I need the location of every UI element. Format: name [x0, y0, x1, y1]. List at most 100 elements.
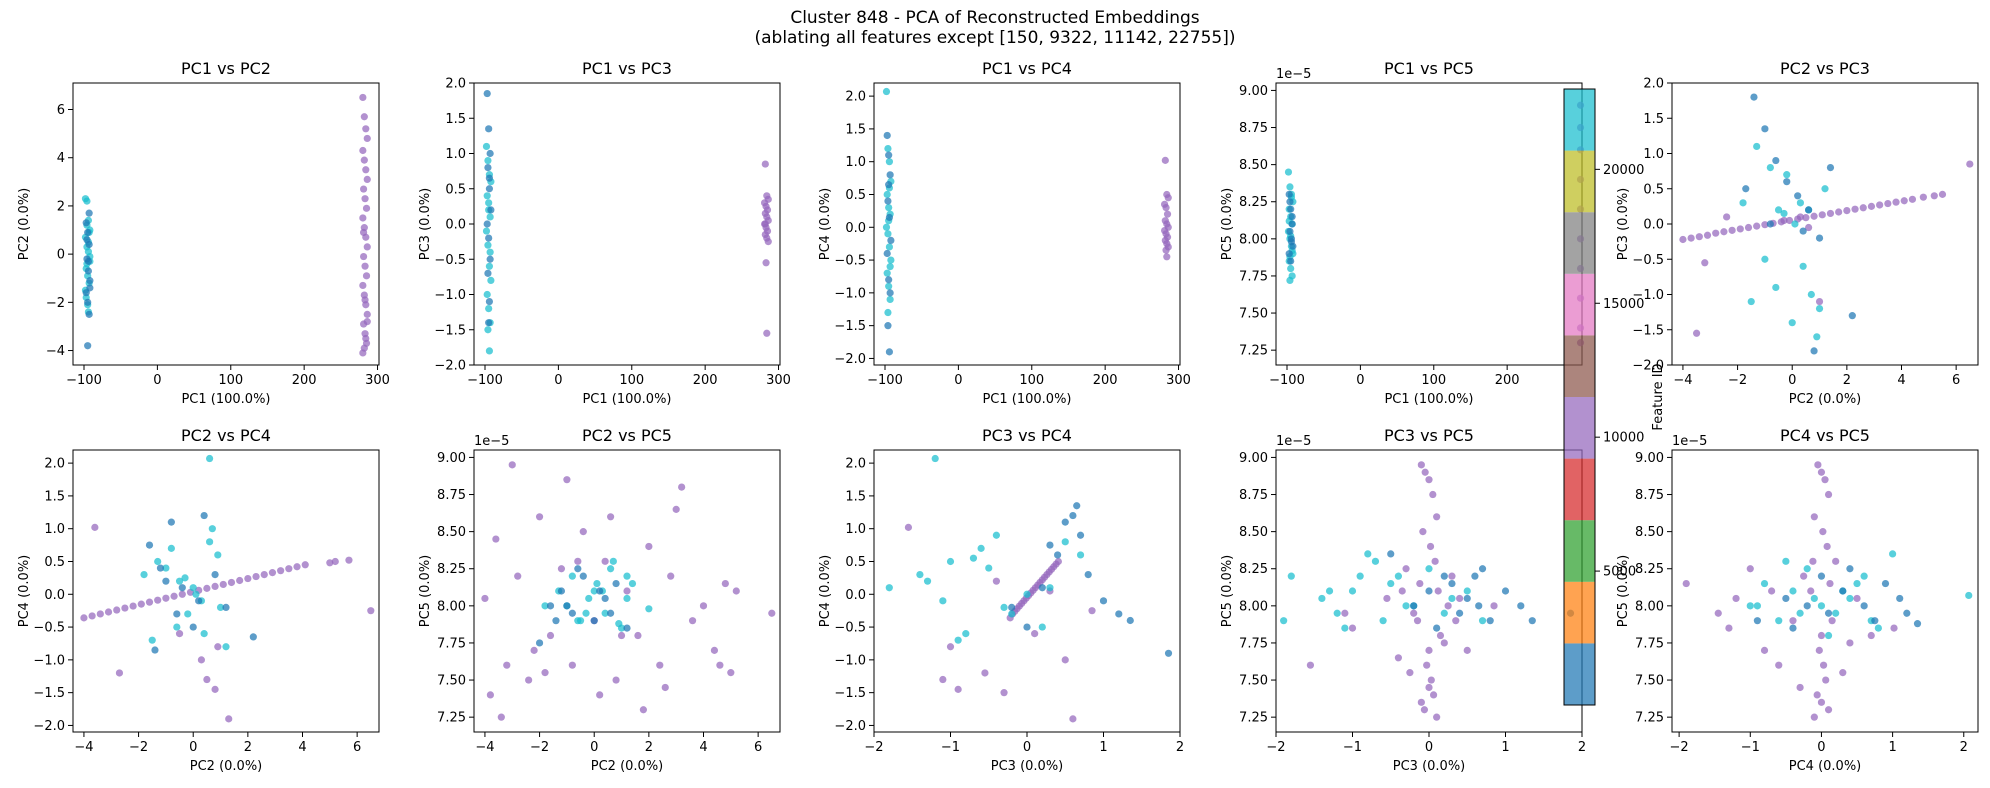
chart-1-ytick-label: −4 — [46, 344, 65, 359]
chart-5-point-purple — [1876, 201, 1884, 209]
chart-6-point-blue — [189, 623, 197, 631]
chart-3-point-teal — [882, 223, 891, 231]
chart-9-xtick-label: 1 — [1501, 740, 1509, 755]
chart-10-point-purple — [1796, 683, 1804, 692]
chart-9-ytick-label: 8.25 — [1239, 562, 1268, 577]
chart-8-xtick-label: −2 — [864, 740, 883, 755]
chart-2-ytick-label: 1.0 — [445, 147, 466, 162]
chart-6-xtick-label: 6 — [353, 740, 361, 755]
chart-5-point-purple — [1695, 233, 1703, 241]
chart-6-point-purple — [244, 574, 252, 583]
chart-5-point-purple — [1900, 197, 1908, 205]
chart-10-point-purple — [1809, 557, 1817, 565]
chart-10-point-blue — [1753, 617, 1761, 625]
chart-6-point-blue — [173, 610, 181, 618]
chart-8-point-teal — [1000, 603, 1008, 611]
chart-7-ytick-label: 7.75 — [437, 636, 466, 651]
chart-8-point-blue — [1126, 616, 1134, 625]
chart-8-point-teal — [969, 554, 978, 562]
chart-5-point-purple — [1805, 223, 1813, 232]
chart-9-point-purple — [1417, 461, 1425, 469]
chart-6-point-purple — [104, 608, 113, 616]
chart-8-point-blue — [1164, 649, 1173, 657]
chart-3-xlabel: PC1 (100.0%) — [982, 392, 1071, 407]
chart-7-point-purple — [688, 617, 697, 625]
chart-5-point-purple — [1701, 259, 1709, 267]
colorbar-segment — [1564, 273, 1595, 336]
chart-5-point-purple — [1785, 216, 1794, 225]
chart-6-point-blue — [178, 584, 186, 592]
chart-10-point-purple — [1839, 669, 1847, 677]
chart-9-point-purple — [1490, 602, 1498, 610]
chart-9-xtick-label: −1 — [1343, 740, 1362, 755]
chart-9-point-purple — [1413, 617, 1422, 625]
chart-7-ytick-label: 8.50 — [437, 525, 466, 540]
chart-7-point-purple — [563, 476, 571, 484]
chart-9-point-blue — [1517, 602, 1525, 610]
chart-7-point-teal — [590, 587, 598, 595]
chart-6-point-purple — [162, 594, 170, 602]
chart-10-point-blue — [1881, 579, 1890, 588]
chart-1-point-blue — [84, 342, 92, 350]
chart-10-point-teal — [1796, 609, 1804, 617]
chart-10-point-teal — [1846, 594, 1854, 603]
chart-9-point-teal — [1348, 587, 1357, 595]
chart-1-point-purple — [362, 272, 371, 280]
chart-6-point-teal — [181, 574, 189, 582]
chart-8-point-blue — [1115, 610, 1123, 618]
chart-1-point-teal — [83, 197, 91, 205]
chart-3-ylabel: PC4 (0.0%) — [818, 188, 833, 261]
chart-7-point-purple — [727, 669, 735, 677]
chart-5-point-teal — [1780, 209, 1788, 218]
chart-1-point-purple — [359, 185, 368, 193]
chart-5-point-purple — [1802, 214, 1810, 222]
chart-1-point-purple — [359, 281, 367, 290]
chart-6-point-teal — [192, 590, 200, 598]
chart-6-ytick-label: 0.0 — [44, 588, 65, 603]
figure-subtitle: (ablating all features except [150, 9322… — [754, 28, 1236, 48]
chart-6-point-purple — [345, 556, 353, 564]
chart-1-xtick-label: 300 — [365, 373, 390, 388]
chart-1-point-blue — [85, 209, 93, 217]
chart-5-point-purple — [1835, 208, 1843, 216]
chart-5-point-blue — [1810, 347, 1818, 355]
colorbar-segment — [1564, 335, 1595, 397]
chart-1-point-purple — [362, 166, 370, 174]
chart-6-point-teal — [173, 623, 181, 631]
chart-1-ytick-label: −2 — [46, 296, 65, 311]
chart-5-point-teal — [1753, 142, 1761, 151]
chart-5-point-teal — [1761, 255, 1769, 263]
chart-8-point-teal — [1076, 551, 1085, 559]
chart-5-point-blue — [1826, 164, 1835, 172]
chart-3-point-blue — [885, 181, 893, 189]
chart-10-point-purple — [1846, 639, 1854, 647]
chart-2-point-blue — [483, 220, 491, 228]
chart-7-point-teal — [574, 617, 582, 625]
chart-8-point-teal — [1023, 590, 1031, 598]
chart-9-point-teal — [1325, 587, 1334, 595]
chart-3-xtick-label: 200 — [1093, 373, 1118, 388]
chart-7-ytick-label: 9.00 — [437, 451, 466, 466]
chart-9-point-purple — [1431, 557, 1439, 565]
chart-1-point-purple — [361, 296, 369, 304]
chart-5-point-teal — [1774, 206, 1783, 214]
chart-3-point-purple — [1161, 156, 1169, 164]
chart-5-point-blue — [1772, 156, 1780, 165]
chart-7-point-purple — [768, 609, 776, 617]
chart-6-point-blue — [167, 518, 175, 526]
chart-8-point-purple — [1061, 656, 1069, 664]
chart-10-ytick-label: 7.50 — [1635, 674, 1664, 689]
chart-7-point-purple — [492, 535, 500, 543]
chart-5-point-teal — [1799, 262, 1807, 270]
chart-9-point-purple — [1398, 587, 1406, 595]
chart-5-point-purple — [1884, 199, 1892, 208]
chart-8-point-purple — [1054, 557, 1062, 566]
chart-7-point-teal — [541, 602, 549, 610]
chart-9-point-teal — [1356, 572, 1364, 580]
chart-10-ytick-label: 8.25 — [1635, 562, 1664, 577]
chart-1-xlabel: PC1 (100.0%) — [181, 392, 270, 407]
chart-2-ytick-label: 0.0 — [445, 218, 466, 233]
chart-10-point-purple — [1853, 594, 1861, 603]
chart-5-point-blue — [1805, 206, 1813, 214]
chart-2-point-teal — [484, 241, 492, 249]
